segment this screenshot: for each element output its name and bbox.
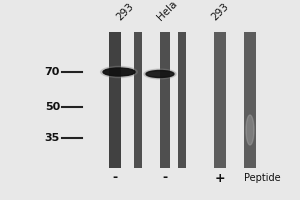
Bar: [160, 32, 170, 168]
Text: 70: 70: [45, 67, 60, 77]
Bar: [244, 32, 256, 168]
Text: Hela: Hela: [155, 0, 179, 22]
Ellipse shape: [246, 115, 254, 145]
Text: -: -: [162, 171, 168, 184]
Ellipse shape: [100, 66, 137, 78]
Bar: [178, 32, 186, 168]
Bar: [214, 32, 226, 168]
Text: 35: 35: [45, 133, 60, 143]
Text: 50: 50: [45, 102, 60, 112]
Text: 293: 293: [115, 1, 136, 22]
Bar: [109, 32, 121, 168]
Text: -: -: [112, 171, 118, 184]
Text: Peptide: Peptide: [244, 173, 280, 183]
Text: 293: 293: [210, 1, 231, 22]
Ellipse shape: [144, 69, 176, 79]
Ellipse shape: [146, 71, 174, 77]
Text: +: +: [215, 171, 225, 184]
Ellipse shape: [103, 68, 135, 76]
Bar: [134, 32, 142, 168]
